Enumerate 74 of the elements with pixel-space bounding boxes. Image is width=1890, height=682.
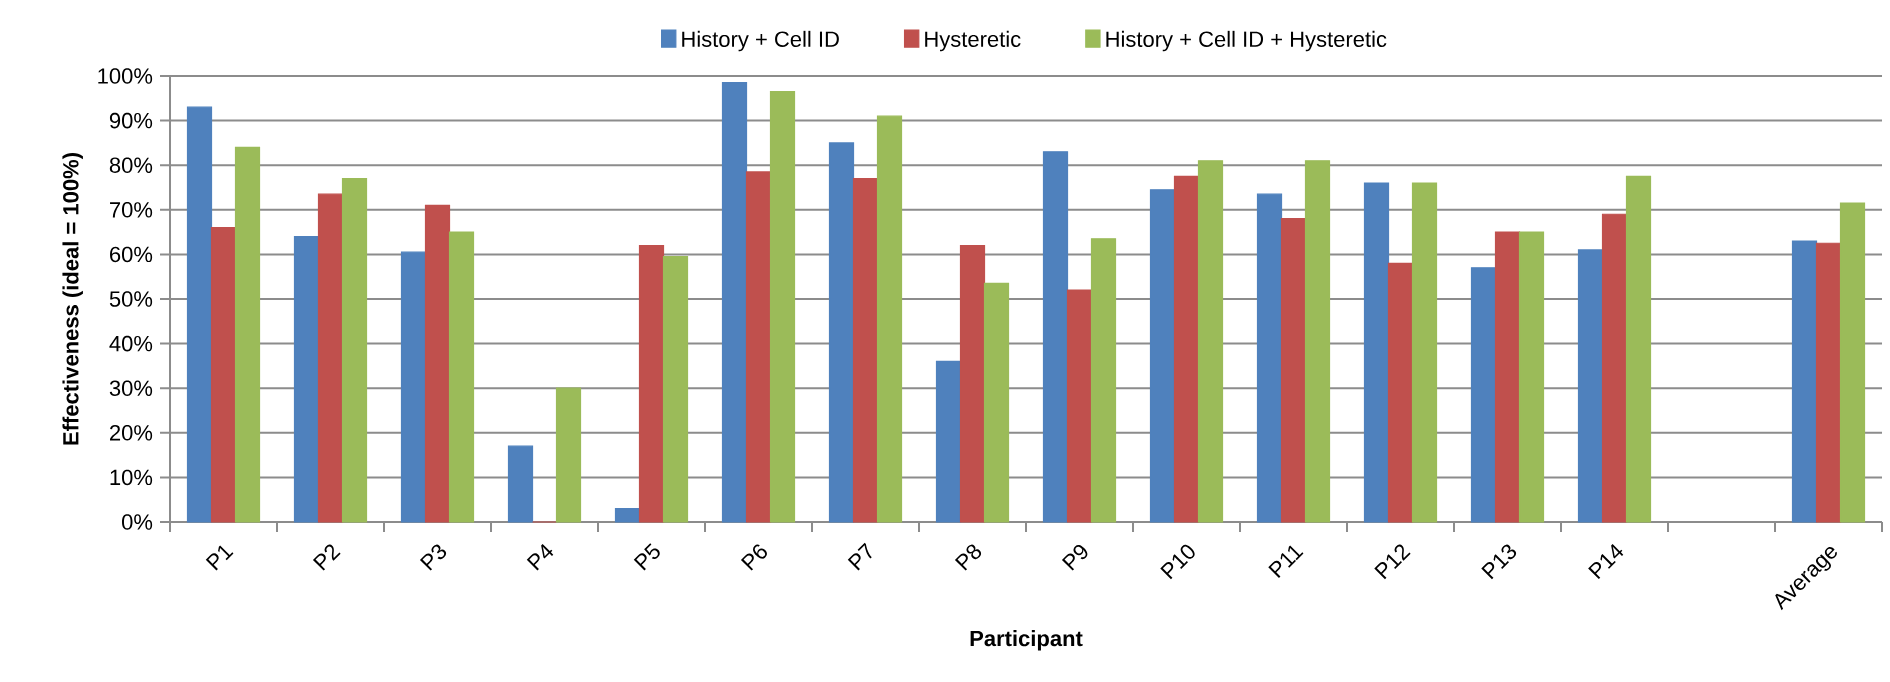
bar <box>935 360 962 523</box>
bar <box>400 251 427 523</box>
x-tick-label: P1 <box>205 545 234 571</box>
bar <box>341 177 368 523</box>
bar <box>1363 182 1390 523</box>
bar <box>1256 193 1283 523</box>
bar <box>1601 213 1628 523</box>
bar <box>983 282 1010 523</box>
bar <box>959 244 986 523</box>
bar <box>234 146 261 523</box>
bar <box>555 387 582 523</box>
bar <box>1411 182 1438 523</box>
y-tick-label: 50% <box>109 291 153 307</box>
y-tick-label: 70% <box>110 202 153 218</box>
bar <box>507 445 534 523</box>
legend-label: History + Cell ID <box>682 30 839 52</box>
bar <box>828 142 855 523</box>
y-axis-title: Effectiveness (ideal = 100%) <box>62 153 83 445</box>
bar <box>1304 160 1331 523</box>
bar <box>721 82 748 523</box>
bar <box>1387 262 1414 523</box>
legend-label: History + Cell ID + Hysteretic <box>1106 30 1387 52</box>
y-tick-label: 90% <box>109 112 153 129</box>
bar <box>424 204 451 523</box>
bar <box>1090 238 1117 523</box>
bar <box>1518 231 1545 523</box>
bar <box>1197 160 1224 523</box>
x-tick-label: P10 <box>1160 544 1195 580</box>
bar <box>1280 218 1307 523</box>
x-tick-label: P14 <box>1588 543 1624 580</box>
x-tick-label: P11 <box>1268 545 1304 578</box>
bar <box>876 115 903 523</box>
bar <box>448 231 475 523</box>
x-tick-label: P9 <box>1061 544 1088 571</box>
x-axis-title: Participant <box>970 630 1083 651</box>
bar <box>614 508 641 523</box>
y-tick-label: 20% <box>110 425 153 441</box>
x-tick-label: P5 <box>633 543 660 571</box>
x-tick-label: P6 <box>740 544 767 571</box>
bar <box>1815 242 1842 523</box>
x-tick-label: P12 <box>1374 544 1411 580</box>
bar <box>317 193 344 523</box>
y-tick-label: 10% <box>110 469 153 486</box>
bar <box>1042 151 1069 523</box>
bar <box>1173 175 1200 523</box>
bar <box>1791 240 1818 523</box>
bar <box>745 171 772 523</box>
bar <box>852 177 879 523</box>
bar <box>293 235 320 523</box>
bar <box>1577 249 1604 523</box>
x-tick-label: P2 <box>312 544 341 571</box>
bar <box>638 244 665 523</box>
bar <box>1839 202 1866 523</box>
x-tick-label: P8 <box>954 544 982 571</box>
bar <box>186 106 213 523</box>
x-tick-label: P3 <box>419 544 447 571</box>
legend-label: Hysteretic <box>925 30 1021 52</box>
x-tick-label: P4 <box>526 543 554 571</box>
y-tick-label: 30% <box>109 380 153 396</box>
y-tick-label: 40% <box>109 335 153 352</box>
y-tick-label: 80% <box>109 157 153 173</box>
y-tick-label: 100% <box>98 68 153 84</box>
bar <box>1625 175 1652 523</box>
bar <box>1149 189 1176 523</box>
bar <box>1494 231 1521 523</box>
x-tick-label: P13 <box>1481 544 1517 580</box>
bar <box>210 227 237 523</box>
y-tick-label: 0% <box>121 514 153 530</box>
bar <box>1066 289 1093 523</box>
y-tick-label: 60% <box>110 246 153 263</box>
bar <box>769 91 796 523</box>
x-tick-label: P7 <box>847 542 872 571</box>
bar <box>1470 267 1497 523</box>
bar <box>662 256 689 523</box>
